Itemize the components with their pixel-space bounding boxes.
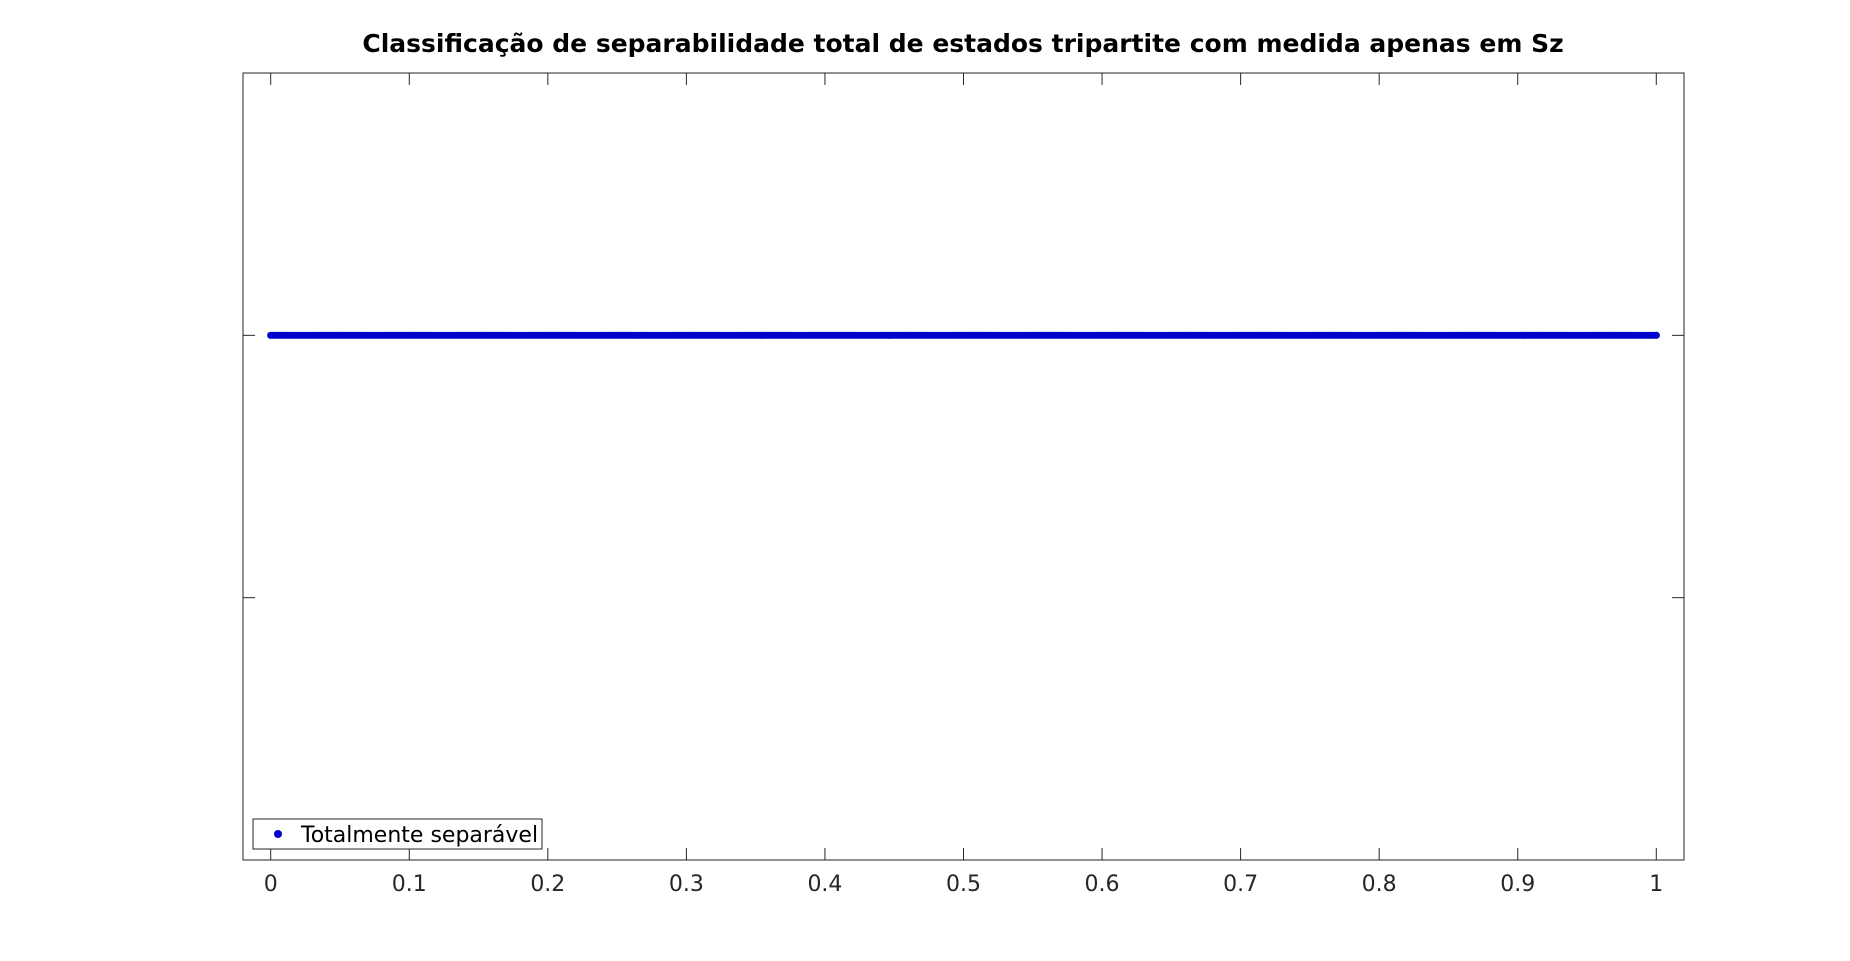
legend-label-totalmente-separavel: Totalmente separável [300, 823, 538, 848]
x-tick-label: 0.1 [392, 872, 427, 897]
x-tick-label: 0.2 [530, 872, 565, 897]
x-tick-label: 0 [264, 872, 278, 897]
legend-box [252, 818, 543, 850]
x-tick-label: 0.4 [807, 872, 842, 897]
x-tick-label: 0.6 [1085, 872, 1120, 897]
data-point [1652, 331, 1660, 339]
legend-marker-totalmente-separavel [274, 830, 282, 838]
x-tick-label: 0.3 [669, 872, 704, 897]
x-tick-label: 0.7 [1223, 872, 1258, 897]
ticks-layer: 0 0.1 0.2 0.3 0.4 0.5 0.6 0.7 0.8 0.9 1 [243, 73, 1684, 897]
series-totalmente-separavel [267, 331, 1660, 339]
axes-box [242, 72, 1685, 861]
x-tick-label: 0.9 [1500, 872, 1535, 897]
x-tick-label: 0.5 [946, 872, 981, 897]
legend: Totalmente separável [252, 818, 543, 850]
chart-title: Classificação de separabilidade total de… [362, 29, 1563, 58]
x-tick-label: 1 [1649, 872, 1663, 897]
series-layer [267, 331, 1660, 339]
x-tick-label: 0.8 [1362, 872, 1397, 897]
